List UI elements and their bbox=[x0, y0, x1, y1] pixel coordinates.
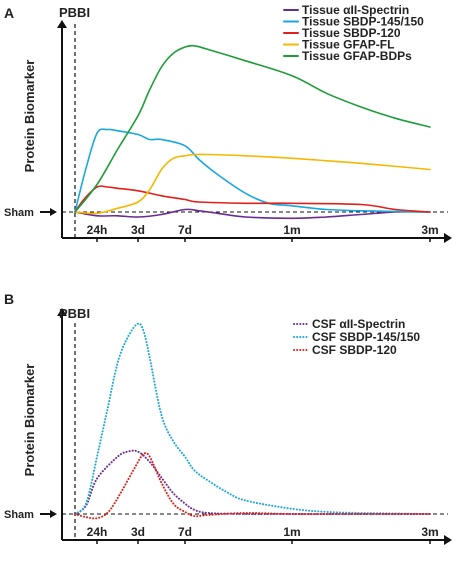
event-label: PBBI bbox=[59, 306, 90, 321]
x-tick-label: 3d bbox=[131, 223, 145, 237]
x-tick-label: 24h bbox=[87, 525, 108, 539]
legend-entry: Tissue GFAP-BDPs bbox=[302, 49, 412, 63]
legend-entry: Tissue SBDP-145/150 bbox=[302, 15, 424, 29]
series-line bbox=[74, 449, 431, 516]
series-line bbox=[74, 44, 431, 213]
x-axis-arrow bbox=[444, 233, 452, 243]
series-line bbox=[74, 322, 431, 515]
legend-entry: Tissue SBDP-120 bbox=[302, 26, 401, 40]
x-tick-label: 3m bbox=[421, 223, 438, 237]
chart-panel-a: A Protein Biomarker PBBI Sham 24h 3d 7d 1m 3m Tis… bbox=[4, 3, 452, 243]
sham-label: Sham bbox=[4, 207, 34, 219]
x-tick-label: 7d bbox=[178, 525, 192, 539]
series-line bbox=[74, 208, 431, 220]
panel-letter: B bbox=[4, 291, 14, 307]
x-tick-label: 1m bbox=[283, 223, 300, 237]
legend-entry: CSF αII-Spectrin bbox=[312, 317, 405, 331]
series-line bbox=[74, 153, 431, 215]
legend-entry: CSF SBDP-120 bbox=[312, 343, 397, 357]
x-tick-label: 1m bbox=[283, 525, 300, 539]
y-axis-arrow bbox=[57, 308, 67, 316]
series-line bbox=[74, 452, 431, 520]
sham-arrow-head bbox=[50, 510, 57, 518]
series-line bbox=[74, 185, 431, 213]
x-tick-label: 24h bbox=[87, 223, 108, 237]
y-axis-label: Protein Biomarker bbox=[22, 364, 37, 477]
sham-label: Sham bbox=[4, 509, 34, 521]
x-axis-arrow bbox=[444, 535, 452, 545]
panel-letter: A bbox=[4, 5, 14, 21]
event-label: PBBI bbox=[59, 5, 90, 20]
x-tick-label: 3m bbox=[421, 525, 438, 539]
legend-entry: Tissue αII-Spectrin bbox=[302, 3, 409, 17]
series-line bbox=[74, 128, 431, 213]
x-tick-label: 3d bbox=[131, 525, 145, 539]
y-axis-label: Protein Biomarker bbox=[22, 60, 37, 173]
y-axis-arrow bbox=[57, 20, 67, 28]
legend-entry: Tissue GFAP-FL bbox=[302, 38, 394, 52]
sham-arrow-head bbox=[50, 208, 57, 216]
x-tick-label: 7d bbox=[178, 223, 192, 237]
legend-entry: CSF SBDP-145/150 bbox=[312, 330, 420, 344]
chart-panel-b: B Protein Biomarker PBBI Sham 24h 3d 7d 1m 3m CSF… bbox=[4, 291, 452, 545]
